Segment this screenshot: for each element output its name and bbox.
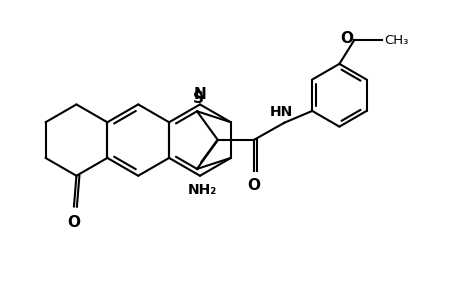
Text: S: S [192, 91, 203, 106]
Text: O: O [246, 178, 259, 193]
Text: O: O [340, 31, 353, 46]
Text: HN: HN [269, 105, 293, 119]
Text: O: O [67, 215, 80, 230]
Text: NH₂: NH₂ [187, 183, 216, 197]
Text: CH₃: CH₃ [383, 34, 408, 46]
Text: N: N [193, 87, 206, 102]
